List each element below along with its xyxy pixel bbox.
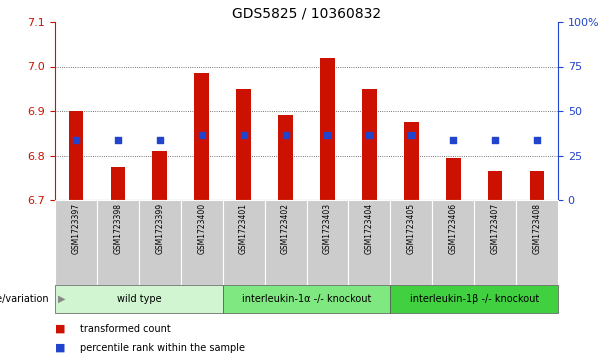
Bar [110,167,125,200]
Text: ▶: ▶ [58,294,66,304]
Text: GSM1723399: GSM1723399 [155,203,164,254]
Bar [223,285,390,313]
Bar [320,58,335,200]
Bar [306,200,348,285]
Text: GSM1723402: GSM1723402 [281,203,290,253]
Point [532,137,542,143]
Point [281,132,291,138]
Bar [516,200,558,285]
Point [113,137,123,143]
Point [406,132,416,138]
Text: wild type: wild type [116,294,161,304]
Point [490,137,500,143]
Bar [223,200,265,285]
Text: GSM1723406: GSM1723406 [449,203,458,254]
Bar [97,200,139,285]
Text: percentile rank within the sample: percentile rank within the sample [80,343,245,353]
Point [448,137,458,143]
Text: GDS5825 / 10360832: GDS5825 / 10360832 [232,7,381,21]
Text: GSM1723398: GSM1723398 [113,203,123,253]
Bar [488,171,503,200]
Text: genotype/variation: genotype/variation [0,294,49,304]
Bar [432,200,474,285]
Point [197,132,207,138]
Bar [278,115,293,200]
Point [322,132,332,138]
Point [238,132,248,138]
Text: interleukin-1β -/- knockout: interleukin-1β -/- knockout [409,294,539,304]
Text: interleukin-1α -/- knockout: interleukin-1α -/- knockout [242,294,371,304]
Text: GSM1723407: GSM1723407 [490,203,500,254]
Bar [390,200,432,285]
Bar [194,73,209,200]
Point [155,137,165,143]
Point [365,132,375,138]
Point [71,137,81,143]
Text: ■: ■ [55,324,66,334]
Text: transformed count: transformed count [80,324,170,334]
Bar [474,200,516,285]
Bar [390,285,558,313]
Text: GSM1723397: GSM1723397 [72,203,80,254]
Bar [362,89,377,200]
Text: GSM1723403: GSM1723403 [323,203,332,254]
Bar [265,200,306,285]
Bar [446,158,460,200]
Bar [153,151,167,200]
Bar [55,285,223,313]
Bar [236,89,251,200]
Text: GSM1723400: GSM1723400 [197,203,206,254]
Bar [55,200,97,285]
Bar [139,200,181,285]
Bar [404,122,419,200]
Text: GSM1723404: GSM1723404 [365,203,374,254]
Text: GSM1723408: GSM1723408 [533,203,541,253]
Text: GSM1723405: GSM1723405 [407,203,416,254]
Bar [181,200,223,285]
Text: GSM1723401: GSM1723401 [239,203,248,253]
Bar [348,200,390,285]
Bar [69,111,83,200]
Bar [530,171,544,200]
Text: ■: ■ [55,343,66,353]
